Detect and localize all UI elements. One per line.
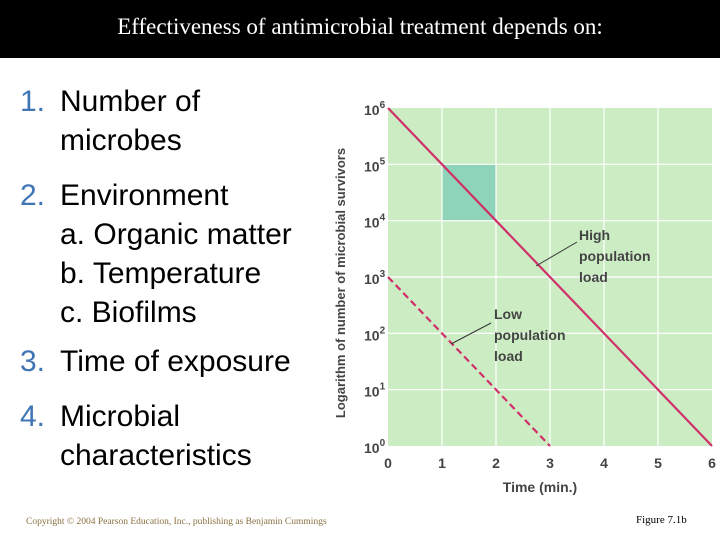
y-tick-label: 103 (364, 269, 386, 287)
bullet-list: 1. Number of microbes 2. Environment a. … (20, 82, 350, 491)
series-label-line: High (579, 227, 610, 243)
bullet-number: 3. (20, 345, 46, 378)
bullet-number: 2. (20, 179, 46, 212)
x-tick-label: 6 (708, 455, 716, 471)
bullet-text: Microbial (60, 400, 181, 433)
series-line-high-population (387, 107, 713, 447)
y-tick-label: 105 (364, 156, 386, 174)
y-tick-label: 101 (364, 382, 386, 400)
y-axis-label: Logarithm of number of microbial survivo… (333, 148, 348, 418)
bullet-text: Time of exposure (60, 345, 291, 378)
chart-svg: High population load Low population load 0 1 2 3 4… (333, 100, 716, 495)
bullet-microbial-characteristics: 4. Microbial characteristics (20, 397, 350, 475)
y-tick-label: 102 (364, 325, 386, 343)
bullet-text-continued: microbes (60, 124, 182, 157)
bullet-text-continued: characteristics (60, 439, 252, 472)
bullet-time-of-exposure: 3. Time of exposure (20, 342, 350, 381)
x-tick-label: 1 (438, 455, 446, 471)
x-tick-label: 4 (600, 455, 608, 471)
series-label-line: Low (494, 306, 522, 322)
x-tick-label: 2 (492, 455, 500, 471)
x-tick-label: 5 (654, 455, 662, 471)
y-tick-label: 106 (364, 100, 386, 118)
sub-bullet-biofilms: c. Biofilms (60, 296, 197, 329)
sub-bullet-organic-matter: a. Organic matter (60, 218, 292, 251)
series-label-line: load (494, 348, 523, 364)
bullet-text: Environment (60, 179, 229, 212)
leader-line (450, 322, 492, 345)
y-tick-label: 100 (364, 438, 386, 456)
figure-label: Figure 7.1b (636, 514, 687, 526)
bullet-number-of-microbes: 1. Number of microbes (20, 82, 350, 160)
sub-bullet-list: a. Organic matter b. Temperature c. Biof… (60, 215, 350, 332)
bullet-number: 4. (20, 400, 46, 433)
bullet-text: Number of (60, 85, 201, 118)
x-tick-label: 3 (546, 455, 554, 471)
x-axis-label: Time (min.) (503, 479, 577, 495)
series-line-low-population (387, 276, 551, 447)
series-label-line: load (579, 269, 608, 285)
bullet-number: 1. (20, 85, 46, 118)
leader-line (535, 241, 578, 267)
series-label-line: population (579, 248, 651, 264)
series-label-line: population (494, 327, 566, 343)
survival-curve-chart: High population load Low population load 0 1 2 3 4… (325, 90, 720, 500)
slide-title: Effectiveness of antimicrobial treatment… (0, 0, 720, 58)
x-tick-label: 0 (384, 455, 392, 471)
bullet-environment: 2. Environment a. Organic matter b. Temp… (20, 176, 350, 332)
y-tick-label: 104 (364, 213, 386, 231)
copyright-notice: Copyright © 2004 Pearson Education, Inc.… (26, 517, 327, 527)
sub-bullet-temperature: b. Temperature (60, 257, 262, 290)
